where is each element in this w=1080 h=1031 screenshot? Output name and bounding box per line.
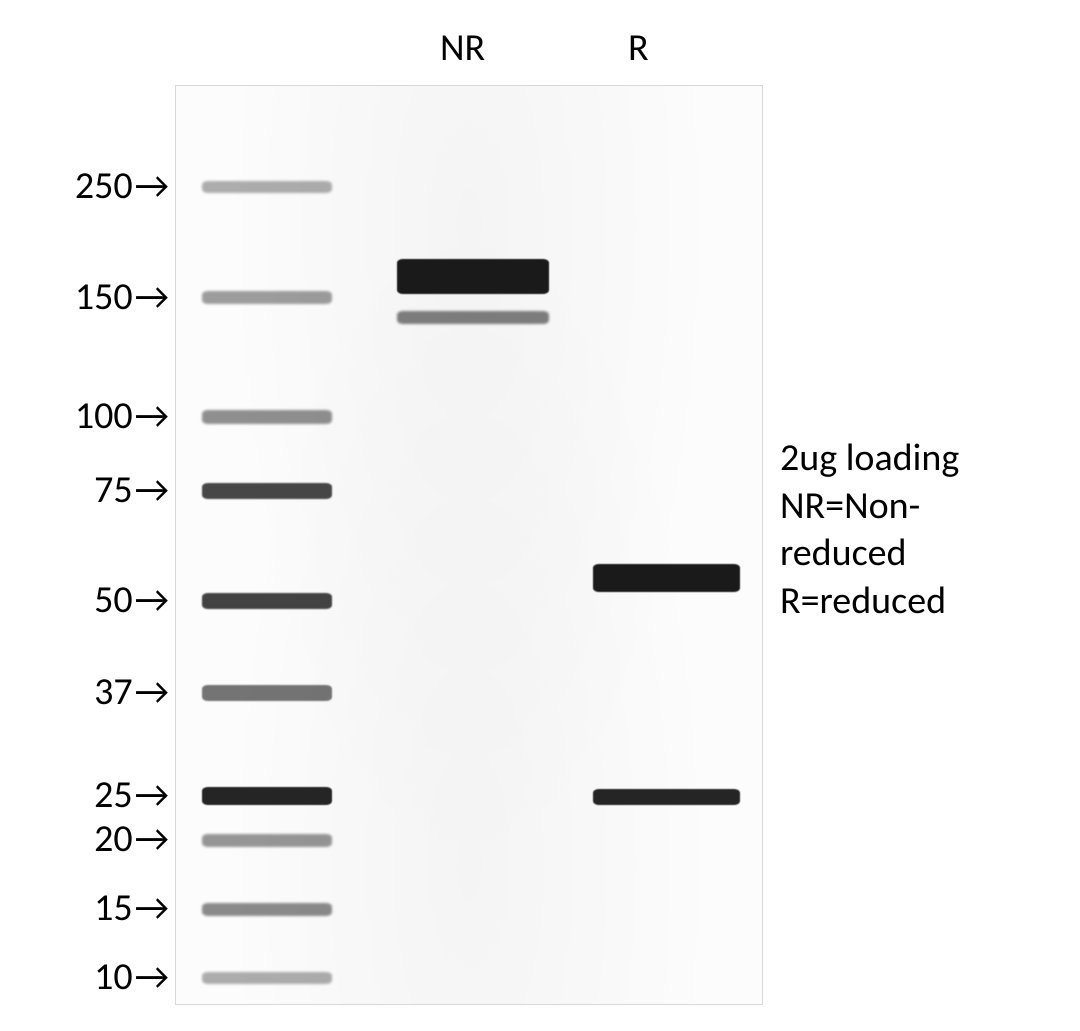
arrow-right-icon: →: [135, 816, 169, 862]
gel-band: [202, 685, 331, 701]
mw-label: 15→: [0, 886, 169, 930]
lane-label-r: R: [628, 25, 649, 71]
arrow-right-icon: →: [135, 954, 169, 1000]
legend-line: NR=Non-: [780, 483, 959, 531]
mw-label: 150→: [0, 275, 169, 319]
arrow-right-icon: →: [135, 467, 169, 513]
gel-band: [593, 789, 740, 805]
mw-value: 250: [75, 163, 133, 209]
mw-label: 10→: [0, 955, 169, 999]
gel-band: [202, 483, 331, 500]
mw-value: 50: [94, 577, 133, 623]
mw-value: 20: [94, 816, 133, 862]
arrow-right-icon: →: [135, 577, 169, 623]
gel-band: [397, 259, 550, 294]
gel-background: [176, 86, 762, 1004]
mw-label: 50→: [0, 578, 169, 622]
gel-band: [202, 291, 331, 304]
mw-label: 37→: [0, 670, 169, 714]
legend-line: 2ug loading: [780, 435, 959, 483]
mw-label: 75→: [0, 468, 169, 512]
mw-value: 15: [94, 885, 133, 931]
arrow-right-icon: →: [135, 772, 169, 818]
gel-band: [202, 972, 331, 984]
mw-label: 100→: [0, 394, 169, 438]
arrow-right-icon: →: [135, 393, 169, 439]
gel-band: [202, 410, 331, 424]
sds-page-figure: NR R 250→150→100→75→50→37→25→20→15→10→ 2…: [0, 0, 1080, 1031]
mw-label: 250→: [0, 164, 169, 208]
gel-image: [175, 85, 763, 1005]
mw-label: 25→: [0, 773, 169, 817]
arrow-right-icon: →: [135, 163, 169, 209]
mw-value: 75: [94, 467, 133, 513]
arrow-right-icon: →: [135, 669, 169, 715]
mw-label: 20→: [0, 817, 169, 861]
legend-line: R=reduced: [780, 578, 959, 626]
gel-band: [202, 787, 331, 805]
gel-band: [202, 834, 331, 847]
gel-band: [202, 903, 331, 917]
gel-band: [593, 564, 740, 592]
arrow-right-icon: →: [135, 274, 169, 320]
mw-value: 25: [94, 772, 133, 818]
mw-value: 10: [94, 954, 133, 1000]
gel-band: [202, 593, 331, 610]
mw-value: 100: [75, 393, 133, 439]
mw-value: 37: [94, 669, 133, 715]
lane-label-nr: NR: [440, 25, 485, 71]
gel-band: [202, 181, 331, 193]
legend-line: reduced: [780, 530, 959, 578]
arrow-right-icon: →: [135, 885, 169, 931]
gel-band: [397, 311, 550, 324]
legend-text: 2ug loadingNR=Non-reducedR=reduced: [780, 435, 959, 625]
mw-value: 150: [75, 274, 133, 320]
